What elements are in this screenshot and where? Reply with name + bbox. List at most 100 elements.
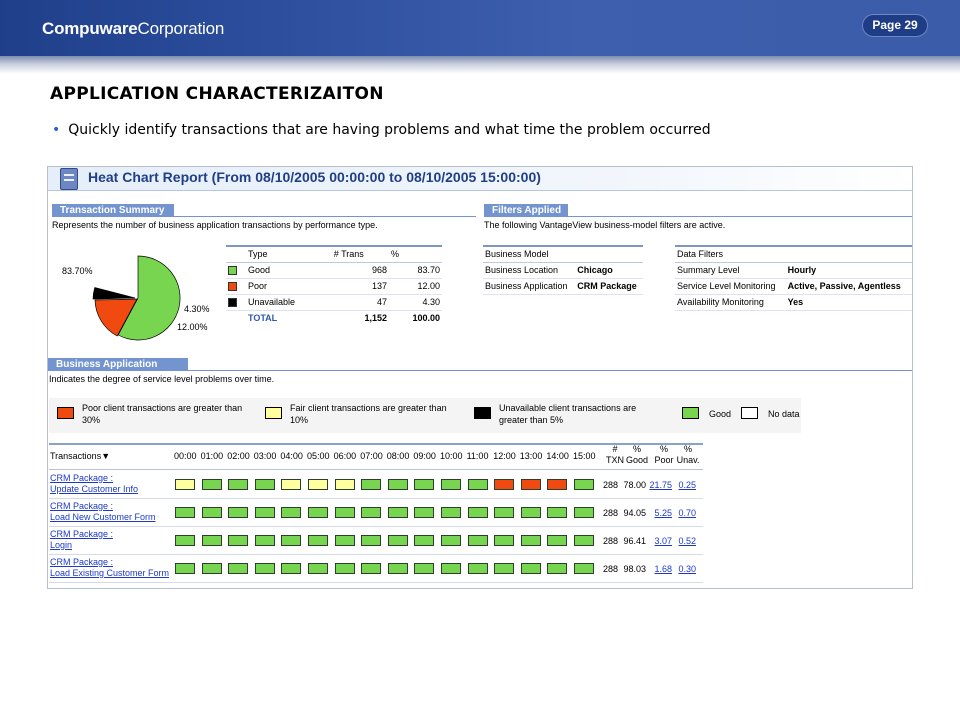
company-logo: CompuwareCorporation xyxy=(42,19,224,39)
table-header-row: Type # Trans % xyxy=(226,245,442,263)
transaction-link[interactable]: CRM Package : Load New Customer Form xyxy=(50,501,156,522)
tab-transaction-summary[interactable]: Transaction Summary xyxy=(52,204,174,217)
heat-cell xyxy=(547,563,568,574)
transaction-summary-table: Type # Trans % Good 968 83.70 Poor 137 1… xyxy=(226,245,442,326)
heat-cell xyxy=(547,507,568,518)
table-total-row: TOTAL 1,152 100.00 xyxy=(226,310,442,326)
heat-cell xyxy=(361,563,382,574)
pct-poor-link[interactable]: 1.68 xyxy=(654,564,672,574)
row-divider xyxy=(49,582,703,583)
bullet-point: • Quickly identify transactions that are … xyxy=(52,122,711,138)
sort-down-icon[interactable]: ▼ xyxy=(101,451,111,461)
heat-cell xyxy=(547,535,568,546)
pct-unavailable-link[interactable]: 0.70 xyxy=(678,508,696,518)
row-divider xyxy=(49,526,703,527)
page-number-badge: Page 29 xyxy=(862,14,928,37)
pie-label-unavailable: 4.30% xyxy=(184,304,210,314)
swatch-unavailable xyxy=(226,294,246,311)
section-divider xyxy=(174,216,476,217)
heat-cell xyxy=(201,563,222,574)
logo-bold: Compuware xyxy=(42,19,138,38)
heat-cell xyxy=(441,507,461,518)
txn-count: 288 xyxy=(602,480,618,490)
hour-header: 08:00 xyxy=(386,451,410,461)
heat-cell xyxy=(175,535,195,546)
heat-cell xyxy=(414,507,435,518)
transaction-link[interactable]: CRM Package : Load Existing Customer Form xyxy=(50,557,170,578)
table-row: Service Level Monitoring Active, Passive… xyxy=(675,278,912,295)
transactions-column-header[interactable]: Transactions▼ xyxy=(50,451,111,461)
pct-unavailable-link[interactable]: 0.25 xyxy=(678,480,696,490)
pct-poor-link[interactable]: 5.25 xyxy=(654,508,672,518)
hour-header: 13:00 xyxy=(519,451,543,461)
filter-value: Yes xyxy=(785,294,912,311)
hour-header: 00:00 xyxy=(174,451,197,461)
row-type: Poor xyxy=(246,278,332,295)
swatch-good xyxy=(226,262,246,279)
column-header-trans: # Trans xyxy=(331,245,389,263)
tab-business-application[interactable]: Business Application xyxy=(48,358,188,371)
heat-cell xyxy=(175,507,195,518)
pct-good: 96.41 xyxy=(623,536,646,546)
heat-cell xyxy=(467,479,488,490)
filter-label: Business Application xyxy=(483,278,576,295)
slide-title: APPLICATION CHARACTERIZAITON xyxy=(50,84,384,104)
heat-cell xyxy=(281,563,302,574)
pct-unavailable-link[interactable]: 0.52 xyxy=(678,536,696,546)
pct-poor-link[interactable]: 3.07 xyxy=(654,536,672,546)
table-row: Business Location Chicago xyxy=(483,262,643,279)
heat-cell xyxy=(201,479,222,490)
heat-cell xyxy=(520,479,541,490)
legend-nodata-label: No data xyxy=(768,409,800,419)
business-model-header: Business Model xyxy=(483,245,643,263)
row-pct: 12.00 xyxy=(388,278,442,295)
transaction-link[interactable]: CRM Package : Update Customer Info xyxy=(50,473,139,494)
legend-fair-swatch-icon xyxy=(265,407,282,419)
legend-good-swatch-icon xyxy=(682,407,699,419)
heat-cell xyxy=(281,535,302,546)
bullet-dot-icon: • xyxy=(52,122,61,138)
heat-cell xyxy=(494,535,515,546)
pie-label-good: 83.70% xyxy=(62,266,93,276)
tab-filters-applied[interactable]: Filters Applied xyxy=(484,204,568,217)
legend-poor-swatch-icon xyxy=(57,407,74,419)
logo-regular: Corporation xyxy=(137,19,225,38)
heat-cell xyxy=(387,479,408,490)
heat-cell xyxy=(228,535,249,546)
transaction-link[interactable]: CRM Package : Login xyxy=(50,529,114,550)
total-pct: 100.00 xyxy=(412,313,440,324)
heat-cell xyxy=(308,535,328,546)
header-divider xyxy=(49,469,703,470)
table-row: Availability Monitoring Yes xyxy=(675,294,912,311)
pct-good: 78.00 xyxy=(623,480,646,490)
heat-cell xyxy=(494,563,515,574)
business-model-table: Business Model Business Location Chicago… xyxy=(483,245,643,295)
heat-cell xyxy=(441,535,461,546)
heat-cell xyxy=(387,535,408,546)
pie-slice-poor xyxy=(94,298,138,337)
heat-cell xyxy=(520,535,541,546)
legend-unavailable-swatch-icon xyxy=(474,407,491,419)
stat-header: % Unav. xyxy=(676,444,700,465)
heat-cell xyxy=(467,535,488,546)
legend-unavailable-label: Unavailable client transactions are great… xyxy=(499,403,637,425)
heat-cell xyxy=(334,507,355,518)
heat-cell xyxy=(387,563,408,574)
hour-header: 03:00 xyxy=(253,451,277,461)
heat-cell xyxy=(228,479,249,490)
heat-legend: Poor client transactions are greater tha… xyxy=(49,398,801,433)
heat-cell xyxy=(574,563,594,574)
filter-label: Summary Level xyxy=(675,262,786,279)
report-title: Heat Chart Report (From 08/10/2005 00:00… xyxy=(88,169,541,185)
pct-poor-link[interactable]: 21.75 xyxy=(649,480,672,490)
pie-label-poor: 12.00% xyxy=(177,322,208,332)
heat-cell xyxy=(254,535,275,546)
pct-unavailable-link[interactable]: 0.30 xyxy=(678,564,696,574)
stat-header: % Poor xyxy=(654,444,674,465)
header-bar xyxy=(0,0,960,56)
heat-cell xyxy=(308,563,328,574)
heat-cell xyxy=(361,507,382,518)
heat-cell xyxy=(308,479,328,490)
row-trans: 137 xyxy=(331,278,389,295)
heat-cell xyxy=(494,479,515,490)
